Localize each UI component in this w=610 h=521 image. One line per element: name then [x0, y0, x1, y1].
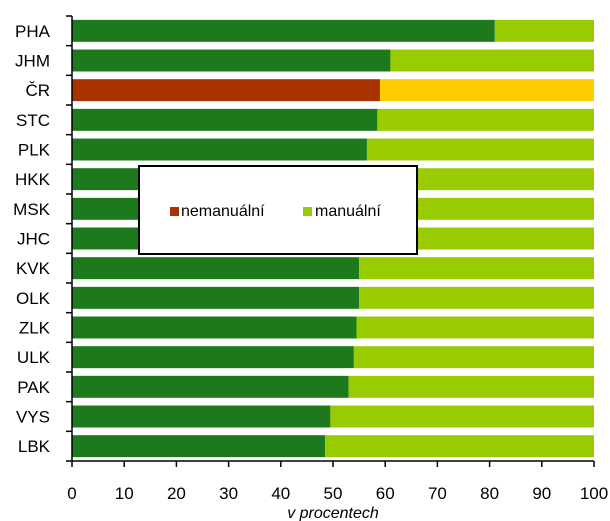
x-tick-label-10: 10 — [115, 484, 134, 503]
legend: nemanuální manuální — [138, 165, 418, 255]
category-label-kvk: KVK — [16, 259, 51, 278]
bar-msk-manualni — [361, 197, 594, 220]
x-axis-title: v procentech — [287, 505, 379, 521]
bar-plk-manualni — [366, 138, 594, 161]
category-label-msk: MSK — [13, 200, 51, 219]
bar-stc-nemanualni — [72, 108, 378, 131]
bar-vys-manualni — [330, 405, 594, 428]
bar-pak-manualni — [348, 375, 594, 398]
bar-pha-manualni — [494, 19, 594, 42]
category-label-ulk: ULK — [17, 348, 51, 367]
category-label-stc: STC — [16, 111, 50, 130]
category-labels: PHA JHM ČR STC PLK HKK MSK JHC KVK OLK ZLK ULK PAK VY… — [13, 22, 51, 456]
legend-label-manualni: manuální — [315, 203, 381, 220]
bar-hkk-manualni — [361, 168, 594, 191]
category-label-pak: PAK — [17, 378, 50, 397]
category-label-plk: PLK — [18, 141, 51, 160]
category-label-vys: VYS — [16, 408, 50, 427]
bar-vys-nemanualni — [72, 405, 331, 428]
x-tick-label-90: 90 — [532, 484, 551, 503]
category-label-pha: PHA — [15, 22, 51, 41]
x-tick-label-80: 80 — [480, 484, 499, 503]
category-label-lbk: LBK — [18, 437, 51, 456]
y-axis-ticks — [66, 15, 72, 462]
category-label-zlk: ZLK — [19, 319, 51, 338]
category-label-olk: OLK — [16, 289, 51, 308]
bar-jhm-manualni — [390, 49, 594, 72]
bar-lbk-manualni — [325, 435, 594, 458]
bar-ulk-nemanualni — [72, 346, 354, 369]
bar-pha-nemanualni — [72, 19, 495, 42]
bar-ulk-manualni — [353, 346, 594, 369]
x-tick-label-40: 40 — [271, 484, 290, 503]
bar-kvk-manualni — [359, 257, 594, 280]
category-label-jhm: JHM — [15, 52, 50, 71]
bar-pak-nemanualni — [72, 375, 349, 398]
bar-olk-nemanualni — [72, 286, 360, 309]
legend-box — [138, 165, 418, 255]
x-axis-ticks: 0 10 20 30 40 50 60 70 80 90 100 — [67, 461, 608, 503]
x-tick-label-50: 50 — [324, 484, 343, 503]
x-tick-label-20: 20 — [167, 484, 186, 503]
bar-stc-manualni — [377, 108, 594, 131]
bar-plk-nemanualni — [72, 138, 367, 161]
bar-jhm-nemanualni — [72, 49, 391, 72]
bar-kvk-nemanualni — [72, 257, 360, 280]
category-label-hkk: HKK — [15, 170, 51, 189]
legend-label-nemanualni: nemanuální — [181, 203, 265, 220]
x-tick-label-70: 70 — [428, 484, 447, 503]
x-tick-label-30: 30 — [219, 484, 238, 503]
bar-olk-manualni — [359, 286, 594, 309]
x-tick-label-100: 100 — [580, 484, 608, 503]
bar-cr-nemanualni — [72, 79, 380, 102]
x-tick-label-60: 60 — [376, 484, 395, 503]
legend-swatch-nemanualni — [170, 207, 179, 216]
bar-jhc-manualni — [361, 227, 594, 250]
bar-lbk-nemanualni — [72, 435, 326, 458]
category-label-jhc: JHC — [17, 230, 50, 249]
bar-zlk-nemanualni — [72, 316, 357, 339]
x-tick-label-0: 0 — [67, 484, 76, 503]
bar-cr-manualni — [379, 79, 594, 102]
category-label-cr: ČR — [25, 81, 50, 100]
legend-swatch-manualni — [303, 207, 312, 216]
bar-zlk-manualni — [356, 316, 594, 339]
